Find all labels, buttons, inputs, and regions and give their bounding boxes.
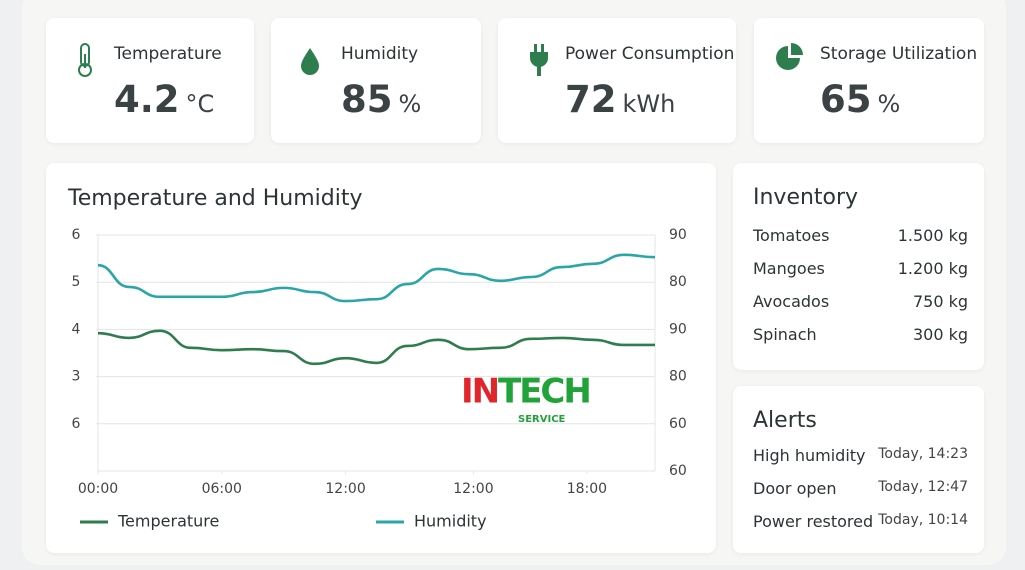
y-tick-label: 6: [72, 227, 81, 243]
y-tick-label: 3: [72, 369, 81, 385]
y-tick-label: 6: [72, 416, 81, 432]
watermark: TECH: [498, 372, 590, 412]
alerts-row: Power restored Today, 10:14: [753, 512, 968, 531]
kpi-number: 85: [341, 78, 393, 121]
inventory-row: Avocados 750 kg: [753, 292, 968, 311]
inventory-value: 750 kg: [912, 292, 968, 311]
kpi-value: 65%: [820, 78, 900, 121]
watermark: SERVICE: [518, 414, 566, 425]
alerts-row: Door open Today, 12:47: [753, 479, 968, 498]
inventory-card: Inventory Tomatoes 1.500 kg Mangoes 1.200 k…: [733, 163, 984, 370]
alerts-name: High humidity: [753, 446, 866, 465]
kpi-unit: kWh: [622, 90, 676, 118]
kpi-number: 72: [565, 78, 617, 121]
inventory-name: Spinach: [753, 325, 817, 344]
chart: Temperature and Humidity IN TECH SERVICE…: [67, 186, 687, 531]
y2-tick-label: 90: [669, 227, 687, 243]
alerts-value: Today, 10:14: [878, 512, 968, 528]
kpi-card: Humidity 85%: [271, 18, 481, 143]
chart-card: Temperature and Humidity IN TECH SERVICE…: [46, 163, 716, 553]
kpi-card: Temperature 4.2 °C: [46, 18, 254, 143]
line-series: [97, 253, 656, 303]
y-tick-label: 5: [72, 274, 81, 290]
x-tick-label: 18:00: [567, 481, 607, 497]
kpi-unit: %: [398, 90, 422, 118]
alerts-name: Power restored: [753, 512, 874, 531]
alerts-name: Door open: [753, 479, 837, 498]
inventory-name: Avocados: [753, 292, 830, 311]
x-tick-label: 00:00: [78, 481, 118, 497]
y2-tick-label: 90: [669, 321, 687, 337]
plug-icon: [530, 44, 548, 76]
pie-icon: [776, 43, 803, 70]
y2-tick-label: 60: [669, 416, 687, 432]
inventory-value: 1.500 kg: [897, 226, 968, 245]
thermometer-icon: [78, 43, 92, 77]
x-tick-label: 12:00: [453, 481, 493, 497]
inventory-name: Tomatoes: [753, 226, 830, 245]
kpi-label: Humidity: [341, 44, 419, 64]
kpi-unit: °C: [185, 90, 215, 118]
inventory-row: Tomatoes 1.500 kg: [753, 226, 968, 245]
watermark: IN: [461, 372, 498, 412]
alerts-card: Alerts High humidity Today, 14:23 Door ope…: [733, 386, 984, 553]
kpi-number: 65: [820, 78, 872, 121]
inventory-value: 1.200 kg: [897, 259, 968, 278]
y2-tick-label: 60: [669, 463, 687, 479]
kpi-label: Temperature: [114, 44, 222, 64]
alerts-value: Today, 12:47: [878, 479, 968, 495]
kpi-label: Storage Utilization: [820, 44, 978, 64]
inventory-title: Inventory: [753, 185, 859, 210]
alerts-row: High humidity Today, 14:23: [753, 446, 968, 465]
kpi-card: Power Consumption 72 kWh: [498, 18, 736, 143]
y2-tick-label: 80: [669, 369, 687, 385]
x-tick-label: 06:00: [202, 481, 242, 497]
y-tick-label: 4: [72, 321, 81, 337]
kpi-number: 4.2: [114, 78, 180, 121]
inventory-row: Spinach 300 kg: [753, 325, 968, 344]
kpi-label: Power Consumption: [565, 44, 735, 64]
y2-tick-label: 80: [669, 274, 687, 290]
kpi-value: 72 kWh: [565, 78, 675, 121]
droplet-icon: [301, 48, 319, 75]
x-tick-label: 12:00: [325, 481, 365, 497]
legend-label: Temperature: [117, 512, 219, 531]
inventory-name: Mangoes: [753, 259, 825, 278]
alerts-value: Today, 14:23: [878, 446, 968, 462]
chart-title: Temperature and Humidity: [67, 186, 363, 211]
inventory-row: Mangoes 1.200 kg: [753, 259, 968, 278]
line-series: [97, 329, 655, 366]
kpi-value: 4.2 °C: [114, 78, 214, 121]
kpi-value: 85%: [341, 78, 421, 121]
legend-label: Humidity: [414, 512, 487, 531]
alerts-title: Alerts: [753, 408, 817, 433]
kpi-unit: %: [877, 90, 901, 118]
kpi-card: Storage Utilization 65%: [754, 18, 984, 143]
inventory-value: 300 kg: [912, 325, 968, 344]
